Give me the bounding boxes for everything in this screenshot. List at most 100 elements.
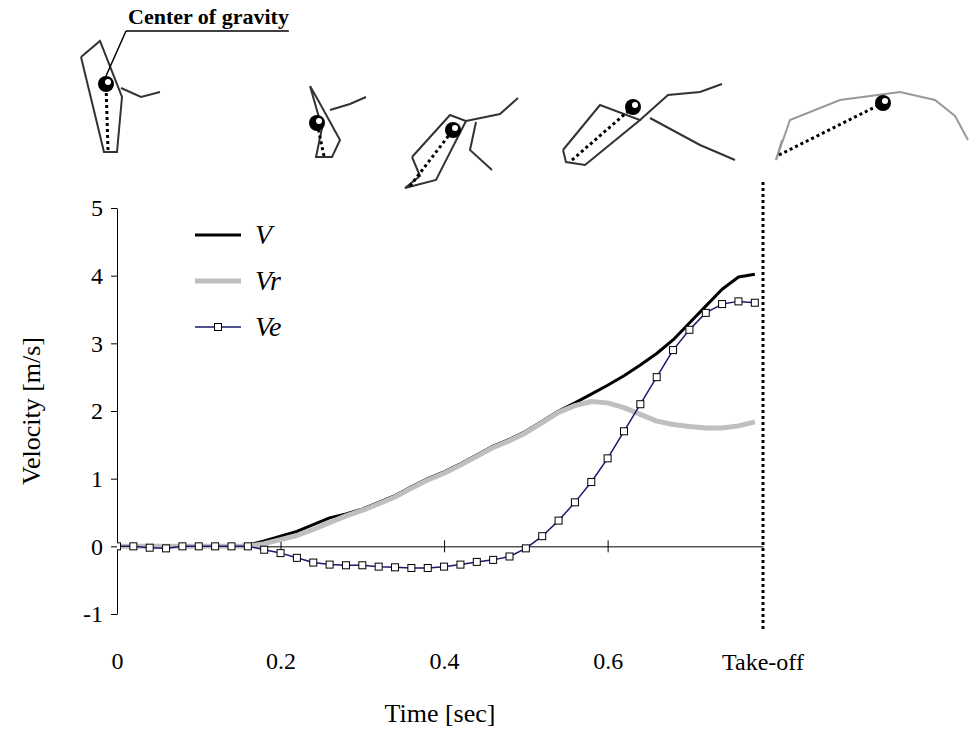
figure-limb (776, 140, 782, 160)
y-tick: 3 (91, 331, 117, 357)
series-marker (228, 543, 235, 550)
legend: VVrVe (195, 219, 281, 342)
y-axis-title: Velocity [m/s] (17, 337, 46, 485)
series-marker (735, 298, 742, 305)
x-tick-label: 0 (112, 648, 124, 674)
stick-figure (309, 86, 366, 157)
series-marker (212, 543, 219, 550)
y-tick-label: 2 (91, 398, 103, 424)
x-tick-label: 0.6 (593, 648, 623, 674)
y-tick: 2 (91, 398, 117, 424)
series-marker (473, 558, 480, 565)
series-line (117, 301, 755, 568)
stick-figure (405, 98, 518, 188)
series-marker (146, 544, 153, 551)
x-tick-label: 0.2 (266, 648, 296, 674)
gravity-line (106, 84, 108, 150)
gravity-line (572, 107, 633, 160)
series-marker (179, 543, 186, 550)
gravity-line (410, 130, 453, 186)
x-tick-label: 0.4 (430, 648, 460, 674)
gravity-center-mark (632, 102, 638, 108)
posture-figures (81, 41, 968, 188)
series-marker (342, 562, 349, 569)
series-marker (244, 543, 251, 550)
y-tick-mark (111, 411, 117, 412)
series-line (117, 402, 755, 547)
series-marker (571, 499, 578, 506)
series-marker (539, 533, 546, 540)
series-marker (620, 428, 627, 435)
y-tick-mark (111, 614, 117, 615)
gravity-center-mark (105, 79, 111, 85)
annotation-underline (126, 30, 289, 32)
y-tick: 1 (91, 466, 117, 492)
series-marker (392, 564, 399, 571)
gravity-center (445, 122, 461, 138)
y-tick-mark (111, 208, 117, 209)
y-tick-label: 5 (91, 195, 103, 221)
figure-limb (310, 86, 340, 157)
y-tick-mark (111, 479, 117, 480)
series-marker (261, 546, 268, 553)
series-marker (277, 550, 284, 557)
series-marker (653, 374, 660, 381)
gravity-line (779, 103, 883, 155)
figure-limb (466, 98, 518, 121)
series-marker (490, 556, 497, 563)
series-marker (751, 299, 758, 306)
figure-limb (650, 118, 735, 160)
x-tick-mark (444, 540, 445, 552)
y-tick-mark (111, 276, 117, 277)
legend-label: Vr (255, 265, 281, 296)
x-tick: 0.2 (266, 540, 296, 674)
series-line (117, 274, 755, 546)
gravity-center-mark (316, 118, 322, 124)
y-axis-line (117, 209, 118, 615)
series-marker (522, 545, 529, 552)
legend-swatch (195, 234, 241, 237)
y-tick-mark (111, 343, 117, 344)
annotation-leader (106, 31, 126, 76)
series-marker (424, 564, 431, 571)
gravity-center (98, 76, 114, 92)
series-marker (457, 561, 464, 568)
takeoff-line (762, 182, 765, 632)
series-marker (310, 559, 317, 566)
gravity-center-mark (882, 98, 888, 104)
series-marker (375, 563, 382, 570)
series-marker (588, 479, 595, 486)
gravity-center (875, 95, 891, 111)
legend-label: Ve (255, 311, 281, 342)
figure-limb (776, 92, 968, 160)
figure-limb (330, 97, 366, 110)
stick-figure (776, 92, 968, 160)
legend-marker (215, 324, 222, 331)
series-marker (195, 543, 202, 550)
series-marker (686, 326, 693, 333)
y-tick-label: 4 (91, 263, 103, 289)
y-tick-label: 1 (91, 466, 103, 492)
x-tick: 0.6 (593, 540, 623, 674)
figure-limb (470, 122, 492, 170)
figure-limb (81, 41, 122, 152)
series-marker (604, 455, 611, 462)
figure-limb (640, 84, 722, 120)
x-axis-title: Time [sec] (385, 699, 496, 728)
gravity-center (309, 115, 325, 131)
series-marker (408, 564, 415, 571)
series-marker (555, 517, 562, 524)
gravity-center-mark (452, 125, 458, 131)
series-marker (670, 347, 677, 354)
y-tick: 0 (91, 534, 117, 560)
legend-swatch (195, 279, 241, 284)
series-marker (163, 545, 170, 552)
y-tick-mark (111, 546, 117, 547)
series-marker (359, 562, 366, 569)
figure-limb (405, 115, 466, 188)
series-marker (130, 543, 137, 550)
series-marker (117, 543, 121, 550)
takeoff-label: Take-off (722, 649, 804, 675)
figure-limb (121, 88, 160, 97)
plot-area (117, 274, 758, 571)
